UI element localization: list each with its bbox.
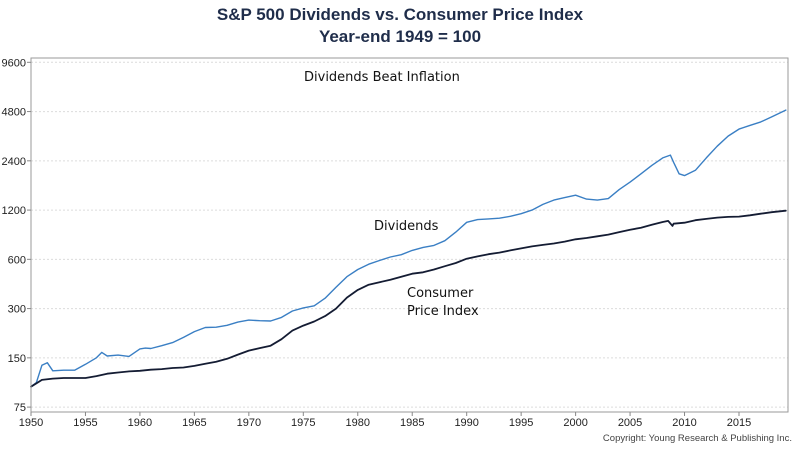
series-lines [30, 109, 787, 388]
gridlines [31, 61, 788, 408]
dividends-series-line [30, 109, 787, 388]
y-tick-label: 75 [14, 402, 26, 414]
y-tick-label: 9600 [2, 57, 26, 69]
x-tick-label: 2010 [672, 417, 696, 429]
annotation-dividends-label: Dividends [374, 219, 439, 234]
x-tick-label: 1990 [454, 417, 478, 429]
y-tick-label: 150 [8, 353, 26, 365]
y-tick-label: 4800 [2, 107, 26, 119]
x-tick-label: 2015 [727, 417, 751, 429]
x-tick-label: 2000 [563, 417, 587, 429]
chart-title: S&P 500 Dividends vs. Consumer Price Ind… [217, 5, 584, 24]
x-tick-label: 1950 [19, 417, 43, 429]
y-tick-label: 600 [8, 254, 26, 266]
annotation-cpi-label-line2: Price Index [407, 304, 479, 319]
x-tick-label: 2005 [618, 417, 642, 429]
copyright-note: Copyright: Young Research & Publishing I… [603, 433, 792, 444]
y-tick-label: 1200 [2, 205, 26, 217]
annotation-cpi-label-line1: Consumer [407, 286, 474, 301]
x-tick-label: 1985 [400, 417, 424, 429]
x-tick-label: 1975 [291, 417, 315, 429]
y-axis-ticks: 75 150 300 600 1200 2400 4800 9600 [2, 57, 31, 414]
x-tick-label: 1970 [237, 417, 261, 429]
x-axis-ticks: 1950 1955 1960 1965 1970 1975 1980 1985 1990 1995… [19, 412, 751, 429]
y-tick-label: 2400 [2, 156, 26, 168]
y-tick-label: 300 [8, 304, 26, 316]
x-tick-label: 1960 [128, 417, 152, 429]
plot-area-border [30, 57, 789, 413]
annotation-headline: Dividends Beat Inflation [304, 70, 460, 85]
x-tick-label: 1995 [509, 417, 533, 429]
cpi-series-line [30, 209, 787, 388]
x-tick-label: 1955 [73, 417, 97, 429]
chart-subtitle: Year-end 1949 = 100 [319, 27, 481, 46]
x-tick-label: 1965 [182, 417, 206, 429]
x-tick-label: 1980 [346, 417, 370, 429]
